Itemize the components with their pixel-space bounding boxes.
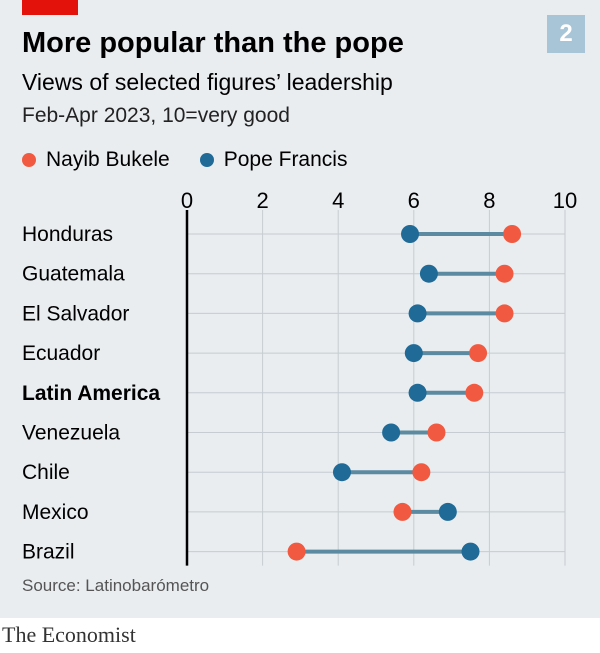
category-label: Brazil: [22, 541, 75, 564]
point-pope-francis: [408, 383, 427, 402]
chart-subtitle: Views of selected figures’ leadership: [22, 69, 393, 95]
legend-swatch-francis: [199, 153, 214, 167]
point-nayib-bukele: [503, 225, 522, 243]
x-tick-label: 10: [553, 190, 577, 213]
category-label: Venezuela: [22, 422, 120, 445]
x-tick-label: 2: [256, 190, 268, 213]
chart-note: Feb-Apr 2023, 10=very good: [22, 104, 290, 127]
dumbbell-chart: 0 2 4 6 8 10 Honduras Guatemala El Salvador Ecuad…: [22, 190, 577, 566]
source-note: Source: Latinobarómetro: [22, 576, 210, 595]
point-pope-francis: [438, 502, 457, 521]
point-nayib-bukele: [495, 264, 514, 283]
chart-title: More popular than the pope: [22, 27, 404, 59]
legend: Nayib Bukele Pope Francis: [22, 148, 377, 172]
brand-red-tag: [22, 0, 78, 15]
legend-item-francis: Pope Francis: [199, 148, 348, 172]
legend-swatch-bukele: [22, 153, 36, 167]
point-nayib-bukele: [427, 423, 446, 442]
point-nayib-bukele: [393, 502, 412, 521]
legend-label-bukele: Nayib Bukele: [46, 148, 170, 171]
point-nayib-bukele: [287, 542, 306, 561]
x-tick-label: 8: [483, 190, 495, 213]
publisher-name: The Economist: [2, 622, 136, 647]
category-label: Honduras: [22, 223, 113, 246]
category-label: Latin America: [22, 382, 160, 405]
legend-label-francis: Pope Francis: [223, 148, 348, 171]
category-label: Ecuador: [22, 342, 100, 365]
point-nayib-bukele: [495, 304, 514, 323]
category-label: Chile: [22, 461, 70, 484]
legend-item-bukele: Nayib Bukele: [22, 148, 170, 172]
point-pope-francis: [461, 542, 480, 561]
category-label: El Salvador: [22, 302, 129, 325]
category-label: Guatemala: [22, 263, 125, 286]
point-nayib-bukele: [469, 344, 488, 363]
point-pope-francis: [332, 463, 351, 482]
point-pope-francis: [401, 225, 420, 243]
category-label: Mexico: [22, 501, 89, 524]
point-pope-francis: [419, 264, 438, 283]
chart-number-badge: 2: [547, 15, 585, 53]
point-nayib-bukele: [465, 383, 484, 402]
point-pope-francis: [382, 423, 401, 442]
x-tick-label: 4: [332, 190, 344, 213]
point-pope-francis: [404, 344, 423, 363]
x-tick-label: 6: [408, 190, 420, 213]
x-tick-label: 0: [181, 190, 193, 213]
point-nayib-bukele: [412, 463, 431, 482]
point-pope-francis: [408, 304, 427, 323]
